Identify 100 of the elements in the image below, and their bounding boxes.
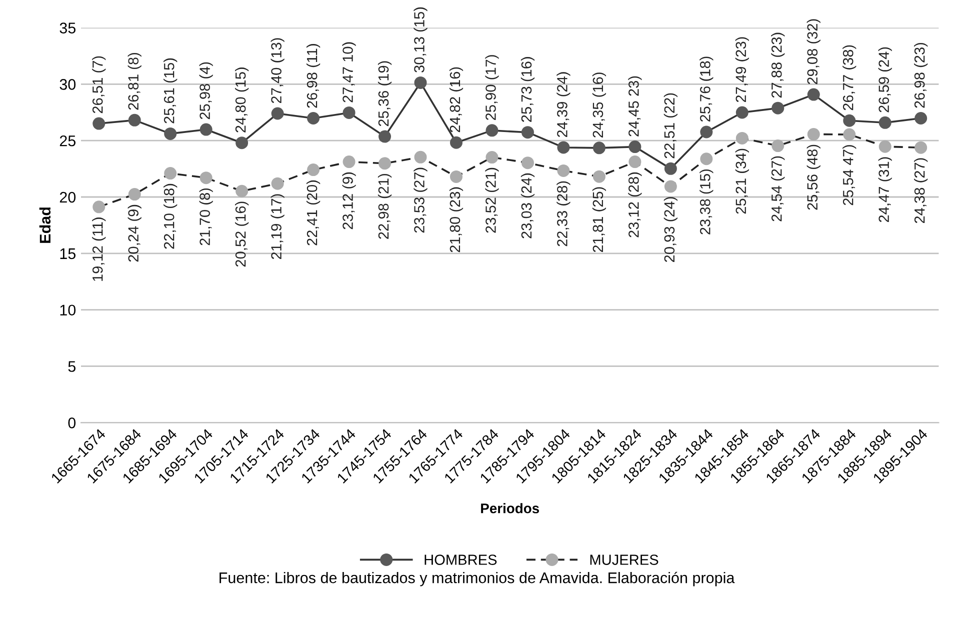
point [807,128,820,141]
point [92,200,106,214]
point [450,136,462,149]
point [128,114,141,126]
point [92,117,106,130]
data-label: 20,52 (16) [235,202,249,267]
point [342,156,356,168]
y-tick-label: 15 [60,248,76,260]
point [200,123,212,136]
point [736,132,748,144]
point [307,164,320,176]
point [592,170,606,183]
point [200,172,212,184]
data-label: 22,33 (28) [556,181,570,246]
point [664,162,677,175]
point [736,106,748,119]
data-label: 20,93 (24) [664,197,678,262]
data-label: 23,12 (28) [628,172,642,238]
data-label: 23,52 (21) [485,168,499,233]
data-label: 25,56 (48) [806,144,820,210]
point [914,112,928,124]
point [557,141,570,154]
point [378,130,392,143]
point [878,140,892,153]
point [236,136,248,150]
point [700,152,713,166]
y-axis-title: Edad [39,208,51,243]
point [843,114,856,127]
data-label: 24,54 (27) [771,156,785,222]
data-label: 27,88 (23) [771,32,785,98]
data-label: 22,98 (21) [378,174,392,239]
data-label: 24,45 23) [628,76,642,136]
point [307,112,320,124]
data-label: 27,49 (23) [735,37,749,102]
data-label: 23,03 (24) [520,173,535,238]
point [164,127,177,140]
data-label: 25,73 (16) [520,57,535,122]
data-label: 25,21 (34) [735,148,749,214]
point [164,167,177,180]
data-label: 23,38 (15) [700,169,714,234]
data-label: 21,19 (17) [270,194,284,260]
point [342,106,356,119]
x-axis-title: Periodos [481,503,539,514]
data-label: 24,80 (15) [235,68,249,132]
point [628,140,642,154]
point [236,184,248,198]
data-label: 24,35 (16) [592,72,606,138]
data-label: 24,47 (31) [878,157,892,222]
data-label: 25,61 (15) [164,58,178,124]
point [378,157,392,170]
y-tick-label: 0 [68,418,76,428]
data-label: 26,77 (38) [842,45,856,110]
data-label: 26,81 (8) [128,52,142,110]
data-label: 20,24 (9) [128,204,142,262]
point [486,151,498,164]
point [486,124,498,137]
source-note: Fuente: Libros de bautizados y matrimonios de Amavida. Elaboración propia [220,572,735,586]
data-label: 26,59 (24) [878,47,892,112]
point [914,141,928,154]
data-label: 19,12 (11) [92,218,106,281]
data-label: 24,82 (16) [449,67,464,132]
point [592,142,606,154]
y-tick-label: 35 [60,22,76,34]
data-label: 21,80 (23) [449,187,464,252]
data-label: 21,81 (25) [592,187,606,252]
data-label: 22,41 (20) [306,180,320,246]
y-tick-label: 5 [68,361,76,372]
point [843,128,856,141]
data-label: 22,10 (18) [164,184,178,249]
y-tick-label: 25 [60,135,76,146]
point [271,107,284,120]
point [450,170,462,183]
point [128,188,141,201]
point [772,140,784,152]
point [628,156,642,168]
point [521,126,534,139]
legend-label: HOMBRES [424,554,497,565]
data-label: 22,51 (22) [664,93,678,158]
data-label: 25,90 (17) [485,55,499,120]
point [772,102,784,114]
y-tick-label: 20 [60,192,76,203]
point [700,126,713,138]
legend-label: MUJERES [590,554,658,565]
data-label: 30,13 (15) [414,7,428,72]
data-label: 26,98 (11) [306,44,320,108]
data-label: 24,38 (27) [914,158,928,224]
data-label: 25,54 47) [842,145,856,206]
point [807,88,820,101]
data-label: 26,51 (7) [92,56,106,114]
data-label: 25,36 (19) [378,61,392,126]
point [664,180,677,193]
point [271,177,284,190]
data-label: 23,53 (27) [414,168,428,233]
data-label: 29,08 (32) [806,19,820,84]
point [521,156,534,170]
data-label: 25,98 (4) [199,62,213,120]
data-label: 23,12 (9) [342,172,356,230]
data-label: 25,76 (18) [700,56,714,122]
y-tick-label: 30 [60,79,76,90]
data-label: 26,98 (23) [914,42,928,108]
